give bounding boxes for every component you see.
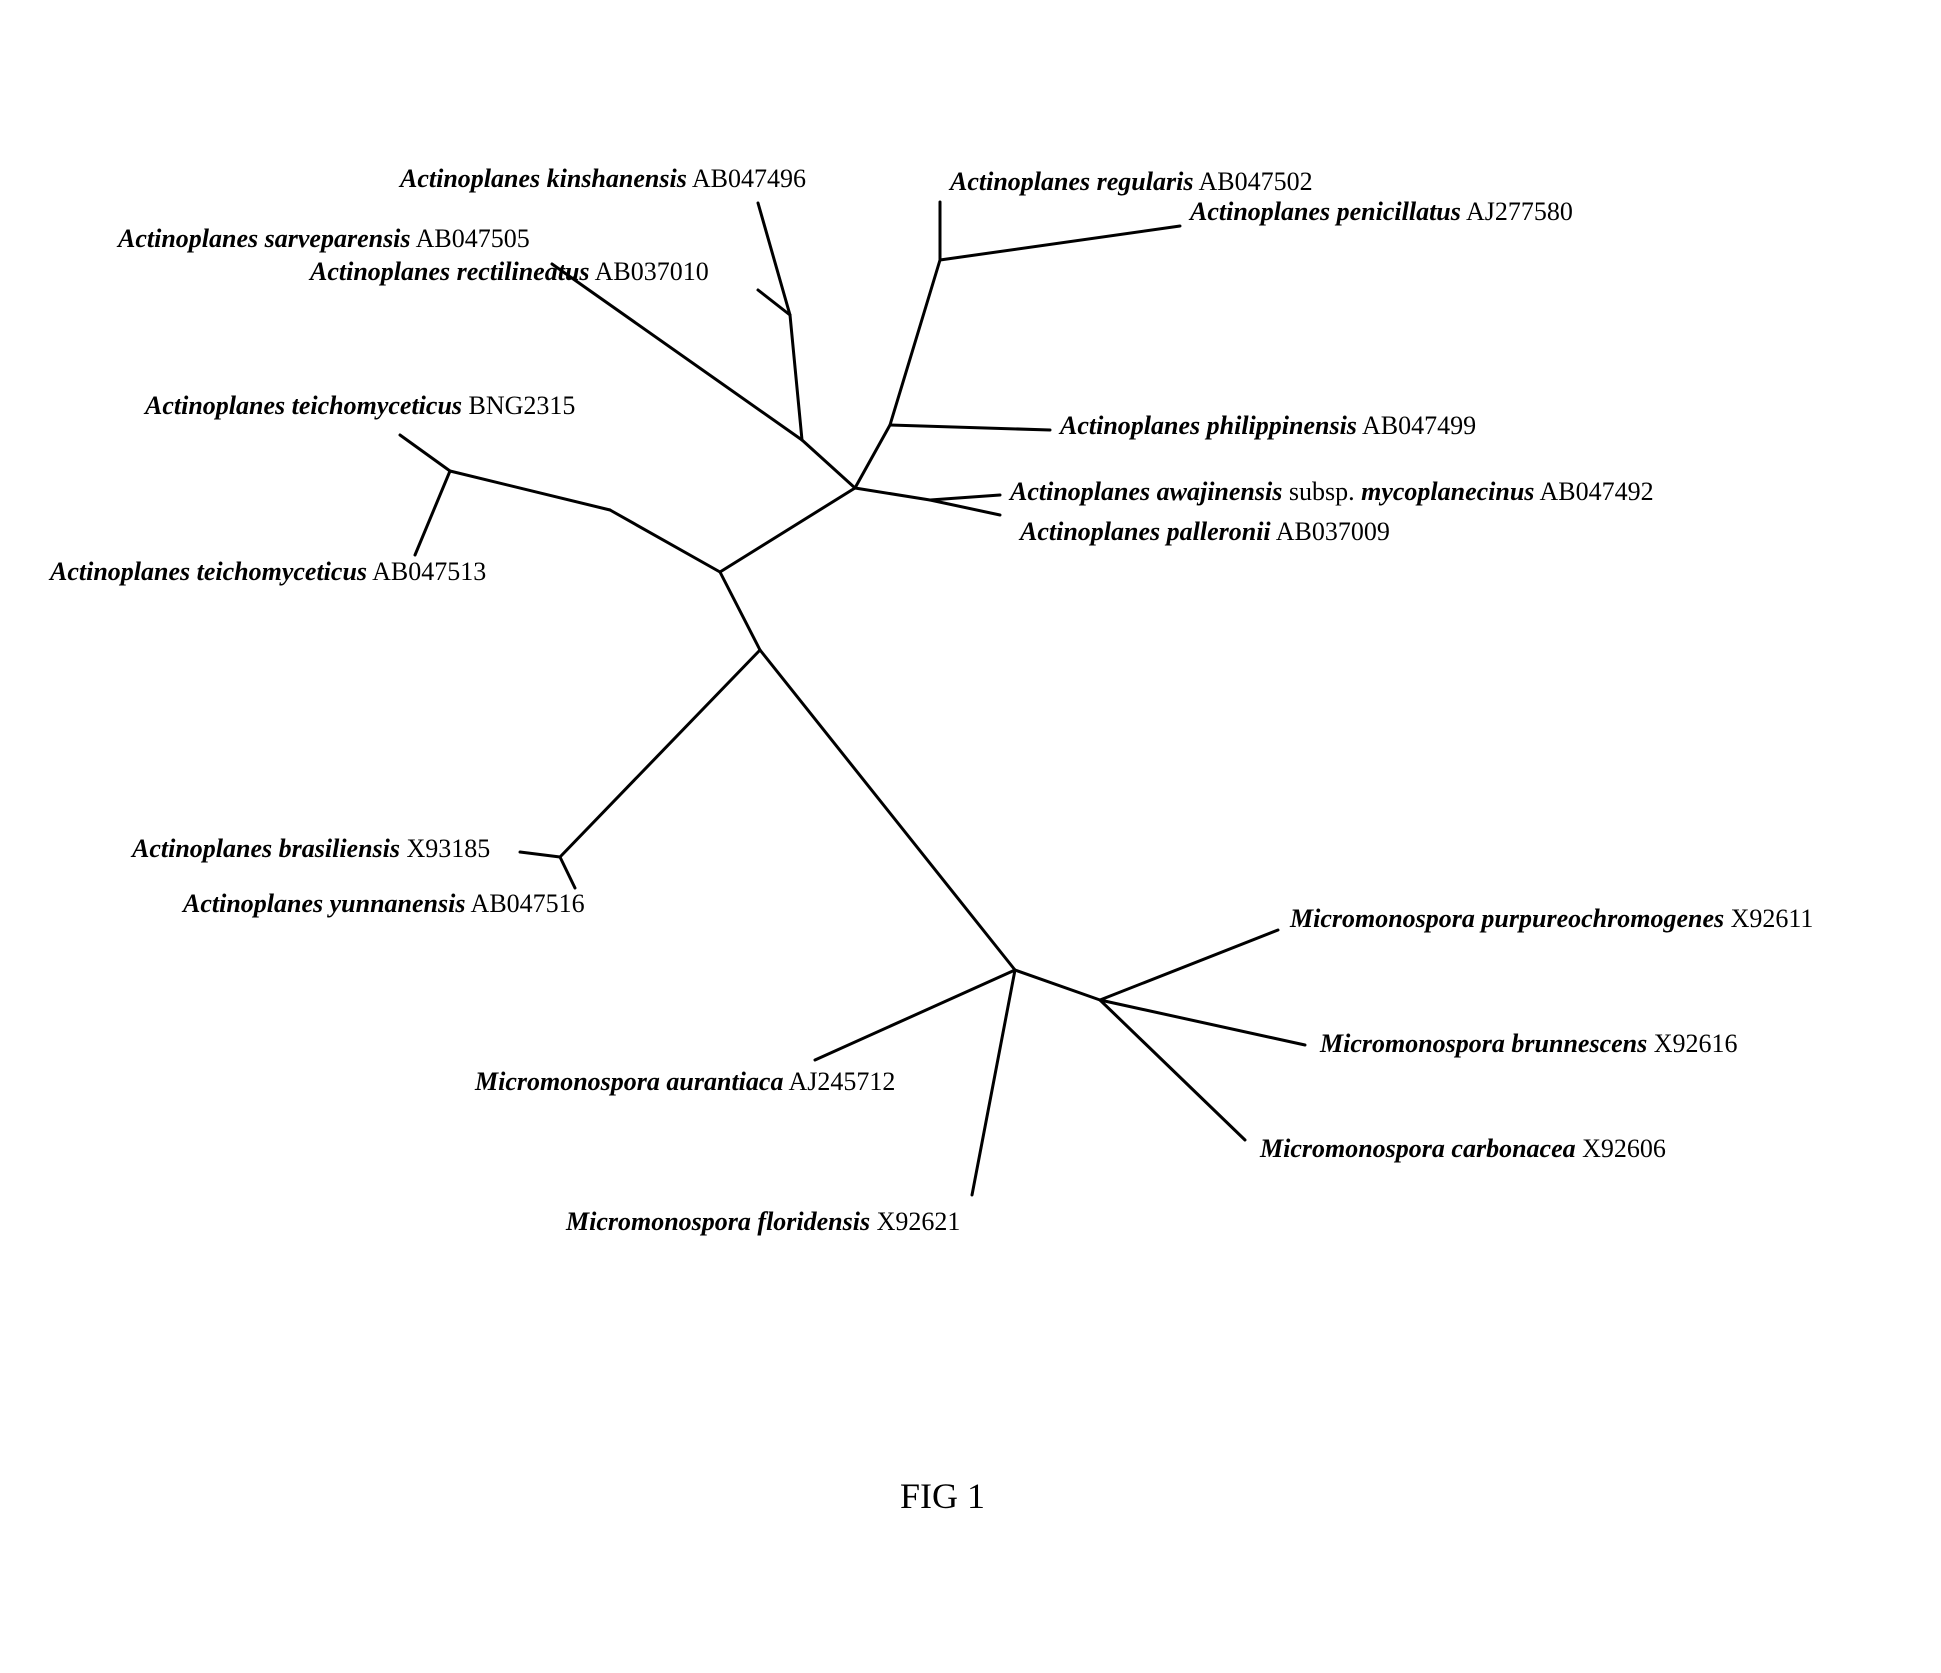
genus-species: Actinoplanes kinshanensis (400, 164, 687, 193)
genus-species: Actinoplanes brasiliensis (132, 834, 400, 863)
genus-species: Micromonospora floridensis (566, 1207, 870, 1236)
taxon-teichomyceticus_bng: Actinoplanes teichomyceticus BNG2315 (145, 392, 575, 421)
subspecies: subsp. mycoplanecinus (1282, 477, 1534, 506)
accession: AB037010 (590, 257, 709, 286)
taxon-floridensis: Micromonospora floridensis X92621 (566, 1208, 960, 1237)
taxon-sarveparensis: Actinoplanes sarveparensis AB047505 (118, 225, 530, 254)
genus-species: Actinoplanes yunnanensis (183, 889, 465, 918)
taxon-regularis: Actinoplanes regularis AB047502 (950, 168, 1313, 197)
accession: X92616 (1647, 1029, 1737, 1058)
taxon-philippinensis: Actinoplanes philippinensis AB047499 (1060, 412, 1476, 441)
accession: AB047499 (1357, 411, 1476, 440)
taxon-aurantiaca: Micromonospora aurantiaca AJ245712 (475, 1068, 895, 1097)
taxon-rectilineatus: Actinoplanes rectilineatus AB037010 (310, 258, 709, 287)
genus-species: Actinoplanes teichomyceticus (145, 391, 462, 420)
accession: AJ277580 (1461, 197, 1573, 226)
figure-label: FIG 1 (900, 1475, 985, 1517)
taxon-palleronii: Actinoplanes palleronii AB037009 (1020, 518, 1390, 547)
genus-species: Actinoplanes rectilineatus (310, 257, 590, 286)
accession: X93185 (400, 834, 490, 863)
genus-species: Actinoplanes palleronii (1020, 517, 1271, 546)
accession: X92611 (1724, 904, 1813, 933)
taxon-yunnanensis: Actinoplanes yunnanensis AB047516 (183, 890, 585, 919)
genus-species: Actinoplanes sarveparensis (118, 224, 411, 253)
accession: AJ245712 (783, 1067, 895, 1096)
genus-species: Actinoplanes regularis (950, 167, 1193, 196)
taxon-brasiliensis: Actinoplanes brasiliensis X93185 (132, 835, 490, 864)
genus-species: Actinoplanes penicillatus (1190, 197, 1461, 226)
accession: X92621 (870, 1207, 960, 1236)
taxon-kinshanensis: Actinoplanes kinshanensis AB047496 (400, 165, 806, 194)
accession: AB047513 (367, 557, 486, 586)
taxon-penicillatus: Actinoplanes penicillatus AJ277580 (1190, 198, 1573, 227)
taxon-purpureochromogenes: Micromonospora purpureochromogenes X9261… (1290, 905, 1813, 934)
accession: AB047505 (411, 224, 530, 253)
accession: BNG2315 (462, 391, 575, 420)
taxon-carbonacea: Micromonospora carbonacea X92606 (1260, 1135, 1666, 1164)
accession: AB047492 (1534, 477, 1653, 506)
genus-species: Actinoplanes awajinensis (1010, 477, 1282, 506)
accession: AB047496 (687, 164, 806, 193)
accession: AB047502 (1193, 167, 1312, 196)
taxon-awajinensis: Actinoplanes awajinensis subsp. mycoplan… (1010, 478, 1654, 507)
phylogenetic-tree: Actinoplanes kinshanensis AB047496Actino… (0, 0, 1941, 1673)
taxon-teichomyceticus_ab: Actinoplanes teichomyceticus AB047513 (50, 558, 486, 587)
accession: AB037009 (1271, 517, 1390, 546)
taxon-brunnescens: Micromonospora brunnescens X92616 (1320, 1030, 1738, 1059)
genus-species: Micromonospora aurantiaca (475, 1067, 783, 1096)
genus-species: Micromonospora brunnescens (1320, 1029, 1647, 1058)
genus-species: Actinoplanes philippinensis (1060, 411, 1357, 440)
genus-species: Micromonospora carbonacea (1260, 1134, 1576, 1163)
genus-species: Micromonospora purpureochromogenes (1290, 904, 1724, 933)
accession: AB047516 (465, 889, 584, 918)
genus-species: Actinoplanes teichomyceticus (50, 557, 367, 586)
accession: X92606 (1576, 1134, 1666, 1163)
